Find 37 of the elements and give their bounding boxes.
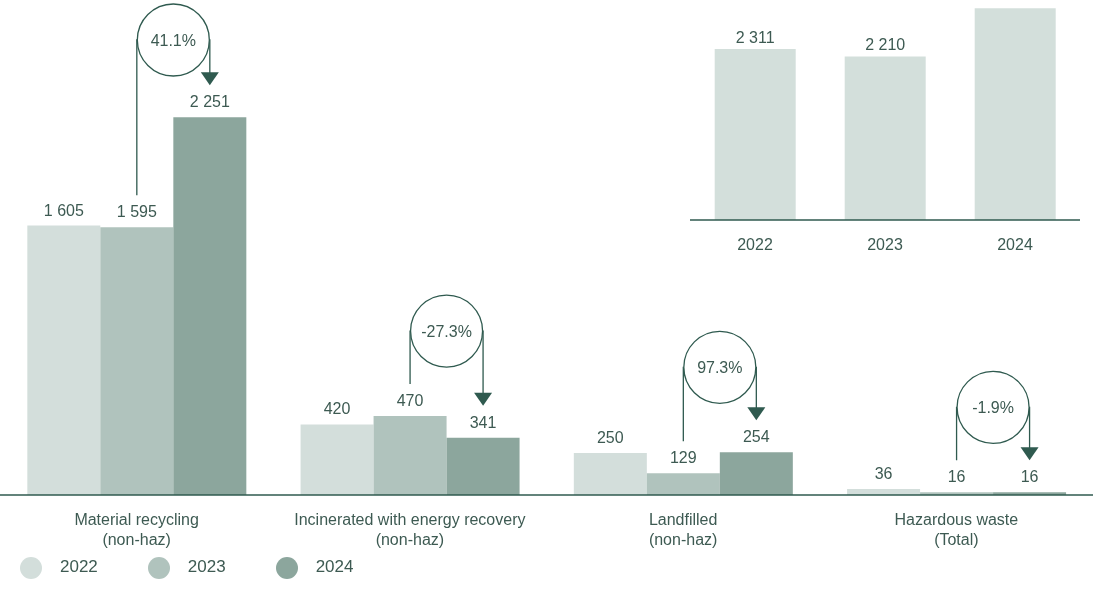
data-label: 1 605: [43, 201, 84, 219]
bar: [446, 437, 520, 495]
x-tick-label: Incinerated with energy recovery (non-haz): [294, 511, 526, 548]
bar: [27, 225, 101, 495]
data-label: 2 251: [189, 93, 230, 111]
data-label: 250: [596, 429, 624, 447]
bar: [373, 416, 447, 495]
bar: [173, 117, 247, 495]
annotation: -27.3%: [421, 323, 472, 341]
data-label: 420: [323, 400, 351, 418]
x-tick-label: 2024: [997, 236, 1033, 253]
data-label: 470: [396, 392, 424, 410]
annotation: 97.3%: [697, 359, 743, 377]
x-tick-label: 2022: [737, 236, 773, 253]
annotation: -1.9%: [972, 399, 1014, 417]
bar: [300, 424, 374, 495]
legend-label: 2024: [315, 557, 354, 577]
data-label: 2 311: [735, 29, 775, 46]
data-label: 129: [669, 449, 697, 467]
data-label: 16: [1020, 468, 1039, 486]
data-label: 254: [742, 428, 770, 446]
x-tick-label: Landfilled (non-haz): [648, 511, 718, 548]
x-tick-label: 2023: [867, 236, 903, 253]
data-label: 36: [874, 464, 893, 482]
legend-label: 2023: [187, 557, 226, 577]
data-label: 341: [469, 413, 497, 431]
bar: [719, 452, 793, 495]
data-label: 16: [947, 468, 966, 486]
text: 41.1%: [150, 32, 197, 49]
x-tick-label: Hazardous waste (Total): [894, 511, 1019, 548]
data-label: 1 595: [116, 203, 157, 221]
bar: [646, 473, 720, 495]
bar: [100, 227, 174, 495]
x-tick-label: Material recycling (non-haz): [74, 511, 199, 548]
data-label: 2 210: [865, 36, 906, 54]
bar: [573, 453, 647, 495]
legend-label: 2022: [60, 557, 98, 577]
